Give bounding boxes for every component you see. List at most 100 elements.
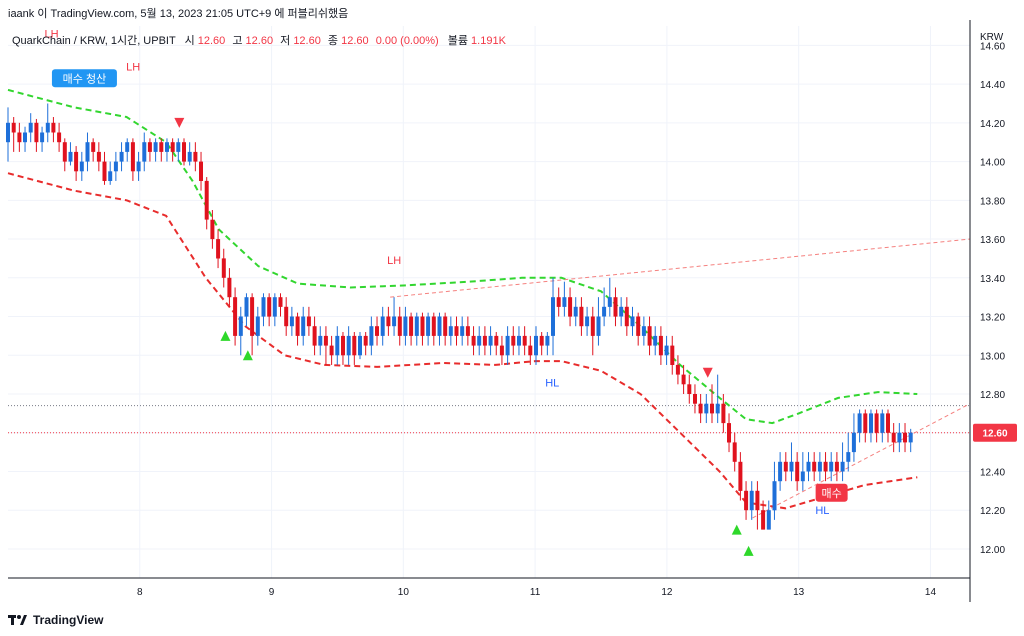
y-tick-label: 12.40 [980, 467, 1005, 478]
candle-body [755, 490, 760, 511]
candle-body [62, 142, 67, 162]
legend-high-value: 12.60 [246, 35, 274, 47]
legend-open-value: 12.60 [198, 35, 226, 47]
candle-body [715, 403, 720, 414]
candle-body [687, 384, 692, 394]
y-tick-label: 12.00 [980, 545, 1005, 556]
pivot-label: LH [126, 62, 140, 74]
signal-tag [51, 69, 117, 88]
candle-body [698, 403, 703, 414]
candle-body [789, 461, 794, 472]
candle-body [658, 335, 663, 356]
candle-body [562, 297, 567, 307]
candle-body [534, 335, 538, 356]
candle-body [783, 461, 788, 472]
candle-body [23, 132, 27, 143]
candle-body [397, 316, 402, 336]
candle-body [812, 461, 817, 472]
candle-body [721, 403, 726, 424]
candle-body [749, 490, 754, 511]
trendline [752, 403, 971, 519]
candle-body [619, 306, 624, 317]
legend-volume-value: 1.191K [471, 35, 507, 47]
x-tick-label: 11 [530, 587, 541, 598]
y-tick-label: 13.40 [980, 274, 1005, 285]
upper-band-line [7, 88, 918, 425]
candle-body [193, 151, 198, 162]
candle-body [51, 122, 56, 133]
candle-body [102, 161, 107, 181]
y-tick-label: 14.00 [980, 158, 1005, 169]
candle-body [108, 171, 113, 181]
candle-body [613, 297, 618, 317]
signal-label: 매수 청산 [63, 72, 107, 85]
candle-body [323, 335, 328, 346]
candle-body [244, 297, 249, 317]
candle-body [869, 413, 873, 433]
sell-triangle-icon [702, 367, 713, 378]
buy-triangle-icon [743, 545, 754, 556]
candle-body [312, 326, 317, 346]
candle-body [346, 335, 351, 356]
candle-body [113, 161, 118, 172]
candle-body [704, 403, 709, 414]
sell-triangle-icon [174, 117, 185, 128]
candle-body [744, 490, 749, 511]
candle-body [545, 335, 550, 346]
candle-body [414, 316, 419, 336]
candle-body [834, 461, 839, 472]
candle-body [800, 471, 805, 482]
candle-body [624, 306, 629, 327]
candle-body [596, 316, 601, 336]
y-tick-label: 13.60 [980, 235, 1005, 246]
last-price-label: 12.60 [982, 429, 1007, 440]
y-tick-label: 12.20 [980, 506, 1005, 517]
candle-body [846, 452, 851, 462]
candle-body [301, 316, 306, 336]
buy-triangle-icon [220, 330, 231, 341]
last-price-tag [973, 423, 1017, 442]
legend-volume-label: 볼륨 [448, 34, 468, 47]
candle-body [857, 413, 862, 433]
candle-body [182, 142, 186, 162]
candle-body [465, 326, 470, 336]
tradingview-logo-icon [8, 615, 27, 625]
candle-body [45, 122, 50, 133]
candle-body [499, 345, 504, 356]
candle-body [233, 297, 238, 336]
candle-body [772, 481, 777, 511]
candle-body [437, 316, 442, 336]
candle-body [886, 413, 890, 433]
candle-body [551, 297, 555, 336]
candle-body [471, 335, 476, 346]
footer-brand: TradingView [33, 613, 104, 627]
y-tick-label: 13.80 [980, 196, 1005, 207]
candle-body [579, 306, 584, 327]
candle-body [738, 461, 743, 491]
candle-body [573, 306, 578, 317]
legend-low-label: 저 [280, 34, 290, 47]
x-tick-label: 13 [793, 587, 805, 598]
candle-body [795, 461, 800, 482]
candle-body [165, 142, 169, 152]
candle-body [494, 335, 499, 346]
trendline [390, 238, 971, 298]
candle-body [40, 132, 45, 143]
candle-body [488, 335, 493, 346]
candle-body [278, 297, 283, 307]
candle-body [335, 335, 340, 356]
candle-body [403, 316, 408, 336]
candle-body [250, 297, 255, 336]
candle-body [272, 297, 277, 317]
candle-body [136, 161, 141, 172]
candle-body [358, 335, 362, 356]
candle-body [568, 297, 573, 317]
candle-body [607, 297, 612, 307]
candle-body [375, 326, 379, 336]
candles [6, 103, 913, 530]
candle-body [221, 258, 226, 278]
candle-body [636, 316, 641, 336]
candle-body [874, 413, 879, 433]
candle-body [392, 316, 397, 327]
